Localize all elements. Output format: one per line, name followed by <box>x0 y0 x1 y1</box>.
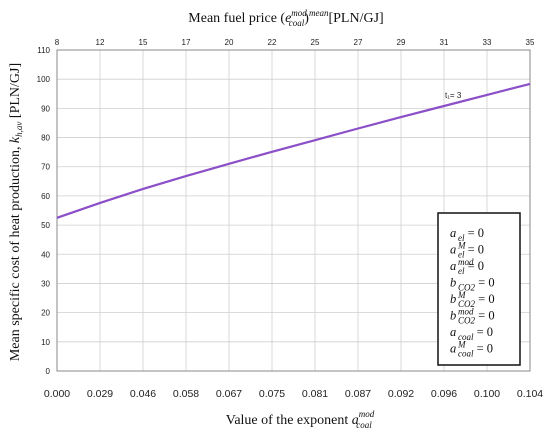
curve-annotation: t₁= 3 <box>445 91 462 100</box>
top-tick-label: 33 <box>483 38 492 47</box>
x-tick-label: 0.075 <box>259 388 285 400</box>
top-tick-label: 8 <box>55 38 60 47</box>
top-tick-label: 25 <box>311 38 320 47</box>
x-axis-title: Value of the exponent amod coal <box>226 409 375 430</box>
y-tick-label: 50 <box>41 221 50 230</box>
legend-entry: a coal = 0 <box>450 325 493 342</box>
series-layer <box>56 82 531 219</box>
top-tick-label: 27 <box>354 38 363 47</box>
top-tick-label: 12 <box>96 38 105 47</box>
x-tick-label: 0.096 <box>431 388 457 400</box>
y-tick-label: 30 <box>41 279 50 288</box>
x-tick-label: 0.081 <box>302 388 328 400</box>
y-tick-label: 100 <box>37 75 51 84</box>
top-tick-labels: 8 12 15 17 20 22 25 27 29 31 33 35 <box>55 38 535 47</box>
x-tick-label: 0.104 <box>517 388 543 400</box>
legend-entry: a mod el = 0 <box>450 257 484 276</box>
legend-box <box>437 212 521 366</box>
x-tick-label: 0.092 <box>388 388 414 400</box>
top-tick-label: 31 <box>440 38 449 47</box>
x-tick-label: 0.067 <box>216 388 242 400</box>
x-tick-label: 0.058 <box>173 388 199 400</box>
y-tick-label: 90 <box>41 104 50 113</box>
x-tick-label: 0.046 <box>130 388 156 400</box>
y-tick-label: 80 <box>41 134 50 143</box>
y-tick-label: 0 <box>46 367 51 376</box>
legend-entry: b M CO2 = 0 <box>450 290 495 309</box>
top-tick-label: 15 <box>139 38 148 47</box>
top-tick-label: 17 <box>182 38 191 47</box>
y-axis-title: Mean specific cost of heat production, k… <box>8 63 24 361</box>
x-tick-label: 0.087 <box>345 388 371 400</box>
legend-entry: b CO2 = 0 <box>450 276 495 293</box>
y-tick-label: 20 <box>41 309 50 318</box>
y-tick-label: 110 <box>37 46 50 55</box>
plot-frame <box>56 49 531 372</box>
x-tick-label: 0.000 <box>44 388 70 400</box>
y-tick-label: 60 <box>41 192 50 201</box>
top-tick-label: 20 <box>225 38 234 47</box>
top-tick-label: 35 <box>526 38 535 47</box>
y-tick-label: 70 <box>41 163 50 172</box>
top-tick-label: 22 <box>268 38 277 47</box>
top-tick-label: 29 <box>397 38 406 47</box>
legend-entry: b mod CO2 = 0 <box>450 307 495 326</box>
legend-entry: a el = 0 <box>450 226 484 243</box>
top-axis-title: Mean fuel price (emod coal)mean[PLN/GJ] <box>188 8 383 28</box>
series-line <box>56 82 531 219</box>
y-tick-labels: 0 10 20 30 40 50 60 70 80 90 100 110 <box>37 46 51 376</box>
x-tick-labels: 0.000 0.029 0.046 0.058 0.067 0.075 0.081 0.087… <box>44 388 543 400</box>
y-tick-label: 10 <box>41 338 50 347</box>
x-tick-label: 0.100 <box>474 388 500 400</box>
y-tick-label: 40 <box>41 250 50 259</box>
x-tick-label: 0.029 <box>87 388 113 400</box>
